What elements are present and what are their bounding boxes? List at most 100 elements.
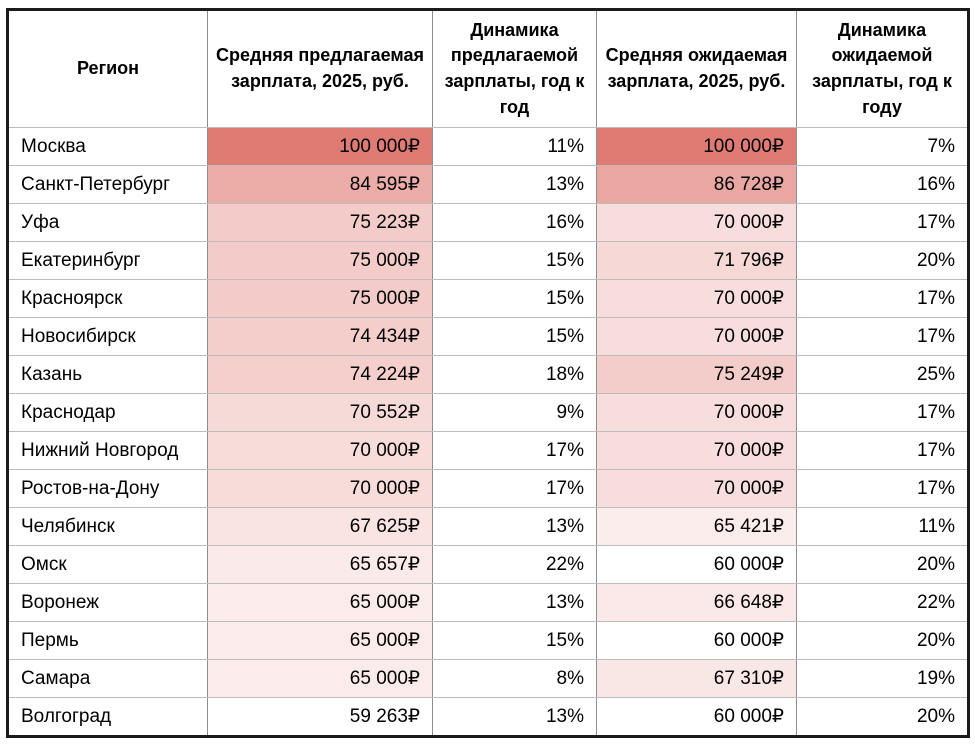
table-row: Воронеж 65 000₽ 13% 66 648₽ 22% [7, 583, 969, 622]
expected-dynamics-cell: 22% [796, 583, 969, 622]
expected-dynamics-cell: 17% [796, 203, 969, 242]
column-header-expected-salary: Средняя ожидаемая зарплата, 2025, руб. [596, 9, 797, 128]
table-row: Казань 74 224₽ 18% 75 249₽ 25% [7, 355, 969, 394]
offered-dynamics-cell: 13% [432, 583, 597, 622]
offered-salary-cell: 65 657₽ [207, 545, 433, 584]
offered-salary-cell: 75 223₽ [207, 203, 433, 242]
expected-salary-cell: 75 249₽ [596, 355, 797, 394]
expected-salary-cell: 70 000₽ [596, 393, 797, 432]
table-row: Нижний Новгород 70 000₽ 17% 70 000₽ 17% [7, 431, 969, 470]
expected-salary-cell: 86 728₽ [596, 165, 797, 204]
expected-dynamics-cell: 20% [796, 621, 969, 660]
table-row: Москва 100 000₽ 11% 100 000₽ 7% [7, 127, 969, 166]
offered-salary-cell: 65 000₽ [207, 621, 433, 660]
expected-dynamics-cell: 25% [796, 355, 969, 394]
offered-salary-cell: 70 000₽ [207, 431, 433, 470]
region-cell: Челябинск [7, 507, 208, 546]
region-cell: Москва [7, 127, 208, 166]
expected-salary-cell: 60 000₽ [596, 545, 797, 584]
offered-dynamics-cell: 13% [432, 697, 597, 737]
table-row: Волгоград 59 263₽ 13% 60 000₽ 20% [7, 697, 969, 737]
table-row: Челябинск 67 625₽ 13% 65 421₽ 11% [7, 507, 969, 546]
expected-dynamics-cell: 17% [796, 393, 969, 432]
expected-salary-cell: 60 000₽ [596, 697, 797, 737]
table-row: Омск 65 657₽ 22% 60 000₽ 20% [7, 545, 969, 584]
region-cell: Ростов-на-Дону [7, 469, 208, 508]
expected-salary-cell: 60 000₽ [596, 621, 797, 660]
expected-dynamics-cell: 17% [796, 279, 969, 318]
offered-dynamics-cell: 17% [432, 469, 597, 508]
offered-salary-cell: 74 434₽ [207, 317, 433, 356]
table-row: Новосибирск 74 434₽ 15% 70 000₽ 17% [7, 317, 969, 356]
offered-dynamics-cell: 18% [432, 355, 597, 394]
region-cell: Новосибирск [7, 317, 208, 356]
offered-dynamics-cell: 11% [432, 127, 597, 166]
offered-dynamics-cell: 22% [432, 545, 597, 584]
table-row: Красноярск 75 000₽ 15% 70 000₽ 17% [7, 279, 969, 318]
header-row: Регион Средняя предлагаемая зарплата, 20… [7, 9, 969, 128]
expected-salary-cell: 66 648₽ [596, 583, 797, 622]
expected-dynamics-cell: 16% [796, 165, 969, 204]
region-cell: Воронеж [7, 583, 208, 622]
offered-dynamics-cell: 13% [432, 507, 597, 546]
expected-salary-cell: 100 000₽ [596, 127, 797, 166]
expected-dynamics-cell: 19% [796, 659, 969, 698]
region-cell: Уфа [7, 203, 208, 242]
offered-dynamics-cell: 9% [432, 393, 597, 432]
offered-salary-cell: 70 552₽ [207, 393, 433, 432]
offered-dynamics-cell: 17% [432, 431, 597, 470]
offered-salary-cell: 59 263₽ [207, 697, 433, 737]
region-cell: Самара [7, 659, 208, 698]
region-cell: Краснодар [7, 393, 208, 432]
offered-salary-cell: 65 000₽ [207, 659, 433, 698]
region-cell: Красноярск [7, 279, 208, 318]
expected-dynamics-cell: 17% [796, 431, 969, 470]
expected-dynamics-cell: 17% [796, 469, 969, 508]
offered-salary-cell: 84 595₽ [207, 165, 433, 204]
offered-salary-cell: 75 000₽ [207, 279, 433, 318]
offered-salary-cell: 67 625₽ [207, 507, 433, 546]
table-row: Ростов-на-Дону 70 000₽ 17% 70 000₽ 17% [7, 469, 969, 508]
region-cell: Омск [7, 545, 208, 584]
offered-dynamics-cell: 15% [432, 279, 597, 318]
offered-dynamics-cell: 13% [432, 165, 597, 204]
table-row: Пермь 65 000₽ 15% 60 000₽ 20% [7, 621, 969, 660]
region-cell: Нижний Новгород [7, 431, 208, 470]
offered-dynamics-cell: 8% [432, 659, 597, 698]
column-header-region: Регион [7, 9, 208, 128]
table-row: Уфа 75 223₽ 16% 70 000₽ 17% [7, 203, 969, 242]
table-header: Регион Средняя предлагаемая зарплата, 20… [7, 9, 969, 128]
offered-salary-cell: 100 000₽ [207, 127, 433, 166]
expected-salary-cell: 71 796₽ [596, 241, 797, 280]
expected-salary-cell: 65 421₽ [596, 507, 797, 546]
expected-salary-cell: 70 000₽ [596, 431, 797, 470]
expected-dynamics-cell: 20% [796, 545, 969, 584]
offered-dynamics-cell: 15% [432, 621, 597, 660]
expected-salary-cell: 70 000₽ [596, 317, 797, 356]
table-row: Краснодар 70 552₽ 9% 70 000₽ 17% [7, 393, 969, 432]
offered-dynamics-cell: 16% [432, 203, 597, 242]
expected-dynamics-cell: 20% [796, 241, 969, 280]
column-header-expected-dynamics: Динамика ожидаемой зарплаты, год к году [796, 9, 969, 128]
region-cell: Екатеринбург [7, 241, 208, 280]
table-body: Москва 100 000₽ 11% 100 000₽ 7% Санкт-Петербу… [7, 127, 969, 737]
expected-salary-cell: 70 000₽ [596, 203, 797, 242]
region-cell: Волгоград [7, 697, 208, 737]
offered-salary-cell: 75 000₽ [207, 241, 433, 280]
offered-dynamics-cell: 15% [432, 241, 597, 280]
table-row: Самара 65 000₽ 8% 67 310₽ 19% [7, 659, 969, 698]
expected-dynamics-cell: 11% [796, 507, 969, 546]
offered-salary-cell: 70 000₽ [207, 469, 433, 508]
table-row: Санкт-Петербург 84 595₽ 13% 86 728₽ 16% [7, 165, 969, 204]
offered-salary-cell: 65 000₽ [207, 583, 433, 622]
expected-dynamics-cell: 7% [796, 127, 969, 166]
regional-salary-table: Регион Средняя предлагаемая зарплата, 20… [6, 8, 970, 738]
offered-salary-cell: 74 224₽ [207, 355, 433, 394]
expected-dynamics-cell: 17% [796, 317, 969, 356]
table-row: Екатеринбург 75 000₽ 15% 71 796₽ 20% [7, 241, 969, 280]
offered-dynamics-cell: 15% [432, 317, 597, 356]
expected-salary-cell: 67 310₽ [596, 659, 797, 698]
region-cell: Казань [7, 355, 208, 394]
expected-salary-cell: 70 000₽ [596, 469, 797, 508]
